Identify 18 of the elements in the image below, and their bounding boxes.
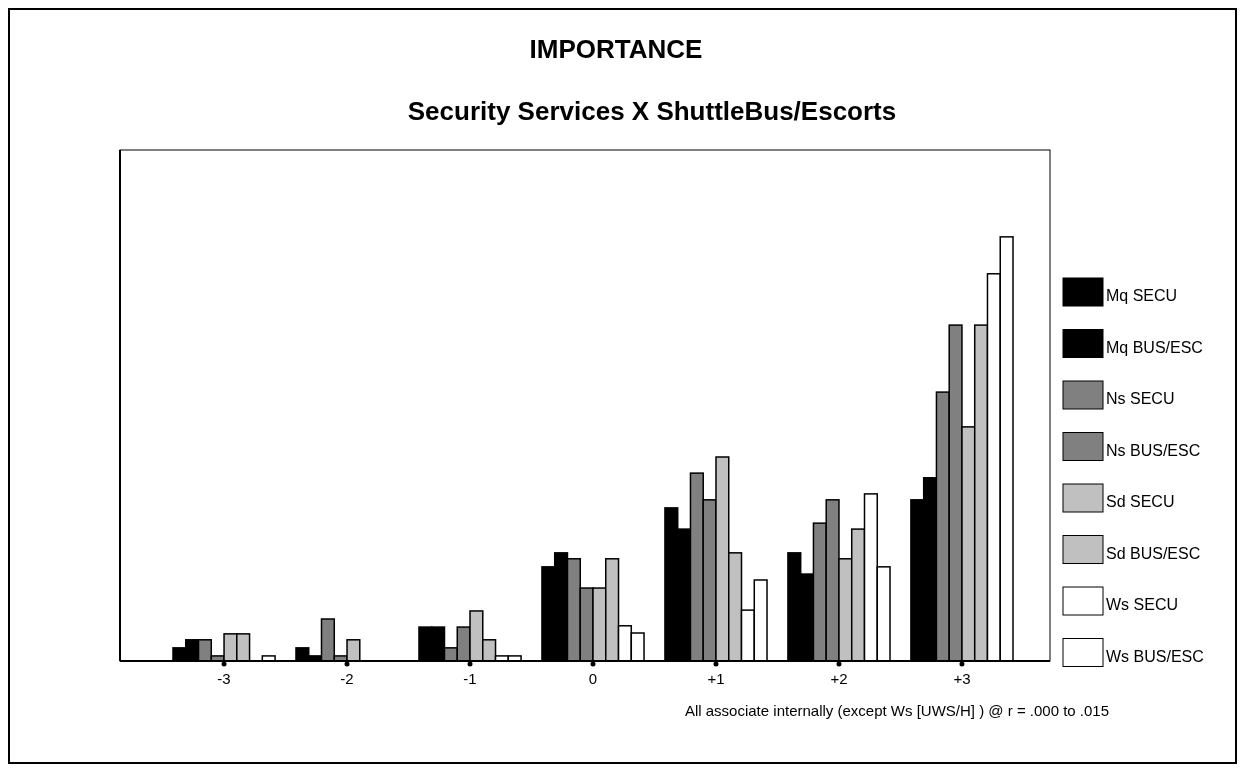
legend-label: Ns BUS/ESC [1106, 441, 1201, 459]
legend-label: Ns SECU [1106, 390, 1175, 407]
legend-label: Mq BUS/ESC [1106, 338, 1203, 356]
chart-subtitle: Security Services X ShuttleBus/Escorts [407, 96, 897, 126]
text: All associate internally (except Ws [UWS/H] ) @ r = .000 to .015 [684, 702, 1110, 719]
x-tick-label: +2 [830, 670, 848, 687]
legend-label: Sd BUS/ESC [1106, 544, 1201, 562]
x-tick-label: -2 [340, 670, 354, 687]
x-tick-label: 0 [588, 670, 598, 687]
legend-label: Ws BUS/ESC [1106, 647, 1204, 665]
legend-label: Mq SECU [1106, 287, 1178, 304]
x-tick-label: -3 [217, 670, 231, 687]
x-tick-label: +1 [707, 670, 725, 687]
x-tick-label: +3 [953, 670, 971, 687]
chart-title: IMPORTANCE [529, 34, 703, 64]
x-tick-label: -1 [463, 670, 477, 687]
legend-label: Ws SECU [1106, 596, 1178, 613]
legend-label: Sd SECU [1106, 493, 1175, 510]
